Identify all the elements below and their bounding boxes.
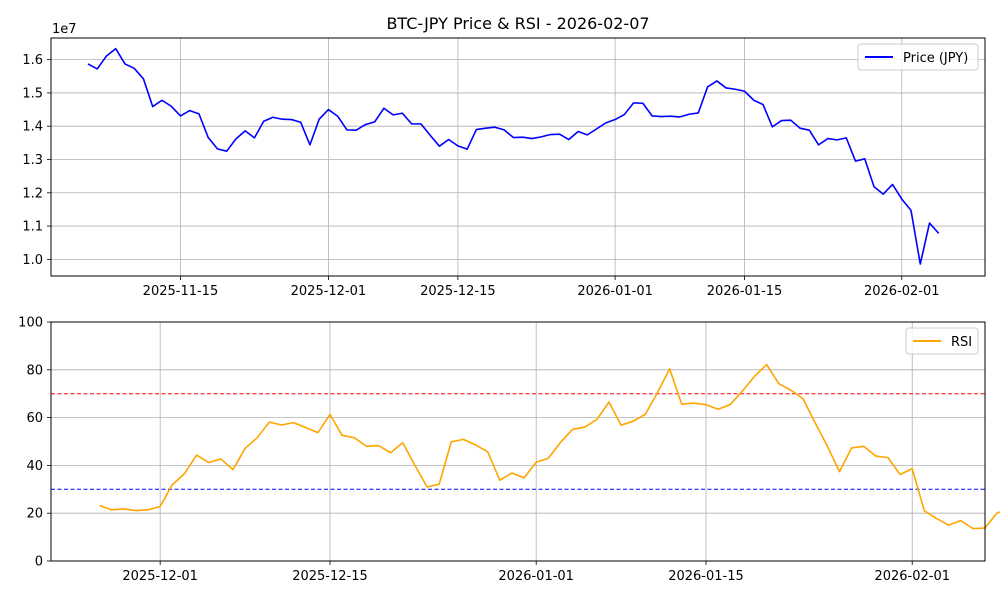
price-legend-box [857,43,979,71]
price-gridlines [51,38,985,276]
rsi-legend-label: RSI [951,335,972,350]
price-y-tick-label: 1.3 [22,153,43,168]
rsi-y-tick-label: 100 [18,316,43,331]
rsi-y-tick-label: 60 [26,411,43,426]
rsi-x-tick-label: 2025-12-01 [122,569,198,584]
price-plot-area [51,38,985,276]
price-y-tick-label: 1.6 [22,53,43,68]
rsi-y-tick-label: 0 [35,555,43,570]
rsi-plot-area [51,322,985,561]
rsi-y-tick-label: 20 [26,507,43,522]
rsi-legend-box [905,327,979,355]
chart-title: BTC-JPY Price & RSI - 2026-02-07 [386,14,649,33]
rsi-y-axis: 0 20 40 60 80 100 [18,316,51,570]
price-x-tick-label: 2025-12-15 [420,284,496,299]
rsi-x-tick-label: 2026-01-01 [498,569,574,584]
price-x-axis: 2025-11-15 2025-12-01 2025-12-15 2026-01-01… [143,276,940,299]
rsi-legend: RSI [905,327,979,355]
rsi-x-tick-label: 2025-12-15 [292,569,368,584]
price-series-path [87,47,940,265]
price-y-tick-label: 1.0 [22,253,43,268]
rsi-subplot: 0 20 40 60 80 100 2025-12-01 2025-12-15 2026-01… [18,316,1000,584]
price-x-tick-label: 2026-01-15 [707,284,783,299]
rsi-series-line [99,363,1000,530]
rsi-series-path [99,363,1000,530]
price-x-tick-label: 2026-02-01 [864,284,940,299]
price-x-tick-label: 2026-01-01 [577,284,653,299]
price-x-tick-label: 2025-12-01 [291,284,367,299]
price-y-tick-label: 1.4 [22,120,43,135]
price-series-line [87,47,940,265]
price-axes-frame [50,37,986,277]
price-y-tick-label: 1.2 [22,186,43,201]
price-subplot: 1.0 1.1 1.2 1.3 1.4 1.5 1.6 2025-11-15 2025-12-… [22,22,986,299]
rsi-x-axis: 2025-12-01 2025-12-15 2026-01-01 2026-01-15… [122,561,950,584]
price-y-offset-label: 1e7 [52,22,77,37]
rsi-axes-frame [50,321,986,562]
price-legend-label: Price (JPY) [903,51,968,66]
price-x-tick-label: 2025-11-15 [143,284,219,299]
rsi-y-tick-label: 40 [26,459,43,474]
price-y-tick-label: 1.1 [22,220,43,235]
price-y-axis: 1.0 1.1 1.2 1.3 1.4 1.5 1.6 [22,53,51,268]
price-legend: Price (JPY) [857,43,979,71]
rsi-x-tick-label: 2026-01-15 [668,569,744,584]
price-y-tick-label: 1.5 [22,86,43,101]
rsi-y-tick-label: 80 [26,363,43,378]
rsi-x-tick-label: 2026-02-01 [874,569,950,584]
